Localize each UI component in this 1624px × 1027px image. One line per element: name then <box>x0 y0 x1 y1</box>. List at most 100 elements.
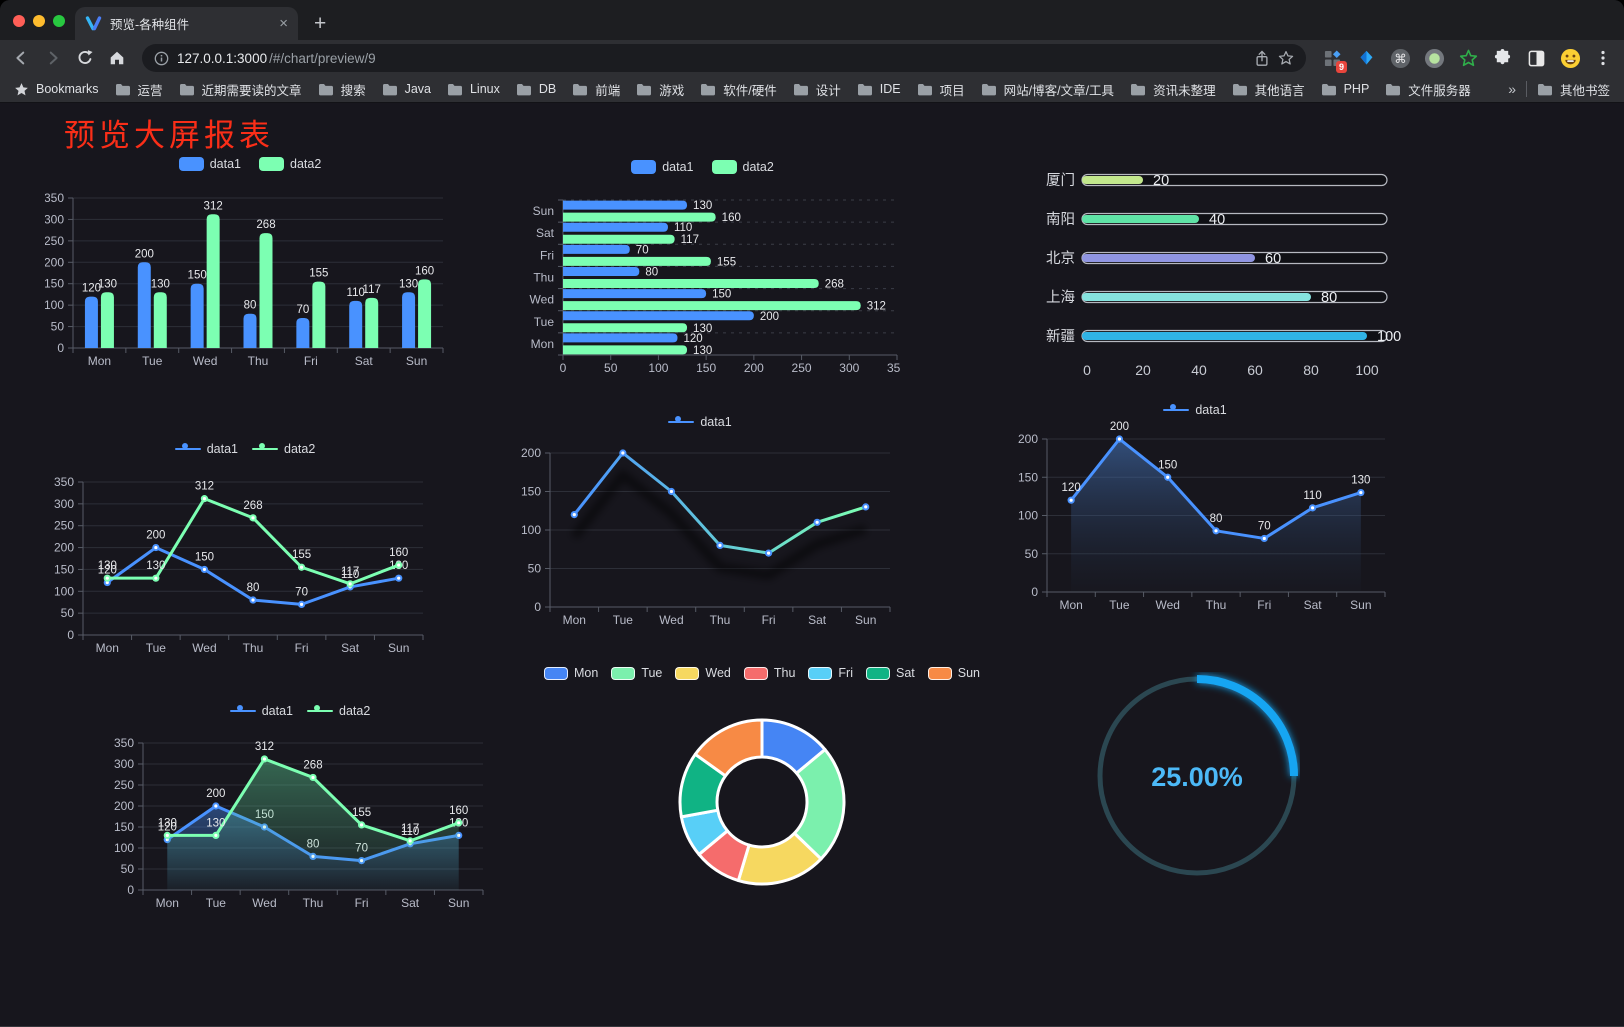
extension-kite-icon[interactable] <box>1354 46 1378 70</box>
svg-text:120: 120 <box>1062 482 1081 494</box>
legend-marker <box>668 416 695 423</box>
back-icon[interactable] <box>10 47 32 69</box>
window-minimize-button[interactable] <box>33 15 45 27</box>
svg-text:150: 150 <box>1158 459 1177 471</box>
extension-green-star-icon[interactable] <box>1456 46 1480 70</box>
legend-item-Tue[interactable]: Tue <box>611 666 662 680</box>
bookmark-folder-item[interactable]: 其他语言 <box>1232 80 1305 99</box>
folder-icon <box>382 83 397 95</box>
folder-icon <box>1131 83 1146 95</box>
extension-emoji-icon[interactable] <box>1558 46 1582 70</box>
legend-item-Fri[interactable]: Fri <box>808 666 853 680</box>
legend-item-Wed[interactable]: Wed <box>675 666 731 680</box>
legend-label: data2 <box>284 442 316 456</box>
extension-command-icon[interactable]: ⌘ <box>1388 46 1412 70</box>
forward-icon[interactable] <box>42 47 64 69</box>
tab-close-icon[interactable]: × <box>279 15 288 32</box>
gauge-canvas: 25.00% <box>1097 675 1298 876</box>
svg-text:160: 160 <box>389 547 408 559</box>
window-zoom-button[interactable] <box>53 15 65 27</box>
svg-text:80: 80 <box>247 582 260 594</box>
svg-text:厦门: 厦门 <box>1046 172 1075 189</box>
favicon-icon <box>85 16 102 31</box>
extension-darkmode-icon[interactable] <box>1524 46 1548 70</box>
svg-text:40: 40 <box>1209 212 1225 228</box>
legend-item-data1[interactable]: data1 <box>174 442 238 456</box>
bookmark-folder-item[interactable]: 前端 <box>572 80 620 99</box>
site-info-icon[interactable] <box>154 51 169 66</box>
extension-grid-icon[interactable]: 9 <box>1320 46 1347 73</box>
svg-text:250: 250 <box>114 778 134 792</box>
legend-item-Sun[interactable]: Sun <box>927 666 980 680</box>
folder-icon <box>793 83 808 95</box>
home-icon[interactable] <box>106 47 128 69</box>
legend-item-data2[interactable]: data2 <box>307 704 370 718</box>
bookmark-folder-label: 游戏 <box>659 83 685 98</box>
bookmark-folder-item[interactable]: 设计 <box>793 80 841 99</box>
bookmark-folder-item[interactable]: 近期需要读的文章 <box>179 80 302 99</box>
bookmark-folder-item[interactable]: 项目 <box>917 80 965 99</box>
url-bar[interactable]: 127.0.0.1:3000/#/chart/preview/9 <box>142 44 1306 72</box>
svg-text:Wed: Wed <box>659 613 683 627</box>
browser-menu-icon[interactable] <box>1592 47 1614 69</box>
bookmark-folder-item[interactable]: 游戏 <box>636 80 684 99</box>
svg-text:100: 100 <box>114 841 134 855</box>
legend-item-data1[interactable]: data1 <box>229 704 293 718</box>
svg-text:Wed: Wed <box>192 641 216 655</box>
bookmark-folder-label: 其他语言 <box>1254 83 1305 98</box>
new-tab-button[interactable]: + <box>314 12 327 35</box>
bookmark-folder-item[interactable]: IDE <box>857 82 901 96</box>
browser-tab[interactable]: 预览-各种组件 × <box>75 7 298 40</box>
svg-text:350: 350 <box>45 191 64 205</box>
svg-text:150: 150 <box>188 270 207 282</box>
svg-text:130: 130 <box>693 323 712 335</box>
bookmark-folder-label: 前端 <box>595 83 621 98</box>
bookmarks-star-item[interactable]: Bookmarks <box>14 82 99 97</box>
bookmarks-overflow-chevron[interactable]: » <box>1508 81 1516 97</box>
bookmark-folder-item[interactable]: 资讯未整理 <box>1130 80 1216 99</box>
extension-record-icon[interactable] <box>1422 46 1446 70</box>
chart-legend: data1 data2 <box>45 157 455 171</box>
bookmark-folder-item[interactable]: 软件/硬件 <box>700 80 777 99</box>
svg-text:200: 200 <box>1110 421 1129 433</box>
bookmark-folder-item[interactable]: PHP <box>1321 82 1370 96</box>
svg-text:南阳: 南阳 <box>1046 211 1075 228</box>
svg-text:268: 268 <box>825 279 844 291</box>
svg-text:70: 70 <box>296 304 309 316</box>
grouped-bar-canvas: 0 50 100 150 200 250 300 350 Mon Tue Wed Thu Fri Sat S… <box>44 191 444 368</box>
bookmark-folder-item[interactable]: 网站/博客/文章/工具 <box>981 80 1114 99</box>
bookmark-folder-item[interactable]: Java <box>382 82 431 96</box>
folder-icon <box>1537 83 1552 95</box>
svg-text:312: 312 <box>195 481 214 493</box>
share-icon[interactable] <box>1254 50 1270 67</box>
legend-item-data2[interactable]: data2 <box>259 157 321 171</box>
bookmark-folder-item[interactable]: 搜索 <box>318 80 366 99</box>
legend-item-data1[interactable]: data1 <box>1163 403 1227 417</box>
window-close-button[interactable] <box>13 15 25 27</box>
legend-item-data2[interactable]: data2 <box>711 160 774 174</box>
bookmark-folder-label: 软件/硬件 <box>723 83 777 98</box>
svg-text:155: 155 <box>309 268 328 280</box>
bookmark-folder-item[interactable]: 运营 <box>115 80 163 99</box>
extension-puzzle-icon[interactable] <box>1490 46 1514 70</box>
bookmark-star-icon[interactable] <box>1278 50 1294 66</box>
legend-item-Mon[interactable]: Mon <box>543 666 598 680</box>
legend-item-Thu[interactable]: Thu <box>743 666 795 680</box>
legend-item-data1[interactable]: data1 <box>178 157 241 171</box>
legend-item-data1[interactable]: data1 <box>631 160 694 174</box>
svg-text:Sat: Sat <box>1304 598 1323 612</box>
reload-icon[interactable] <box>74 47 96 69</box>
folder-icon <box>917 83 932 95</box>
legend-item-Sat[interactable]: Sat <box>866 666 915 680</box>
other-bookmarks-item[interactable]: 其他书签 <box>1537 80 1610 99</box>
horizontal-bar-chart: data1 data2 0 50 100 150 200 250 300 350 Sun 130 160… <box>505 152 907 375</box>
bookmark-folder-item[interactable]: Linux <box>447 82 500 96</box>
bookmark-folder-label: PHP <box>1343 82 1370 96</box>
bookmark-folder-item[interactable]: DB <box>516 82 556 96</box>
legend-label: data2 <box>339 704 371 718</box>
legend-item-data2[interactable]: data2 <box>252 442 315 456</box>
bookmark-folder-item[interactable]: 文件服务器 <box>1385 80 1471 99</box>
legend-item-data1[interactable]: data1 <box>668 415 732 429</box>
legend-marker <box>611 666 636 680</box>
